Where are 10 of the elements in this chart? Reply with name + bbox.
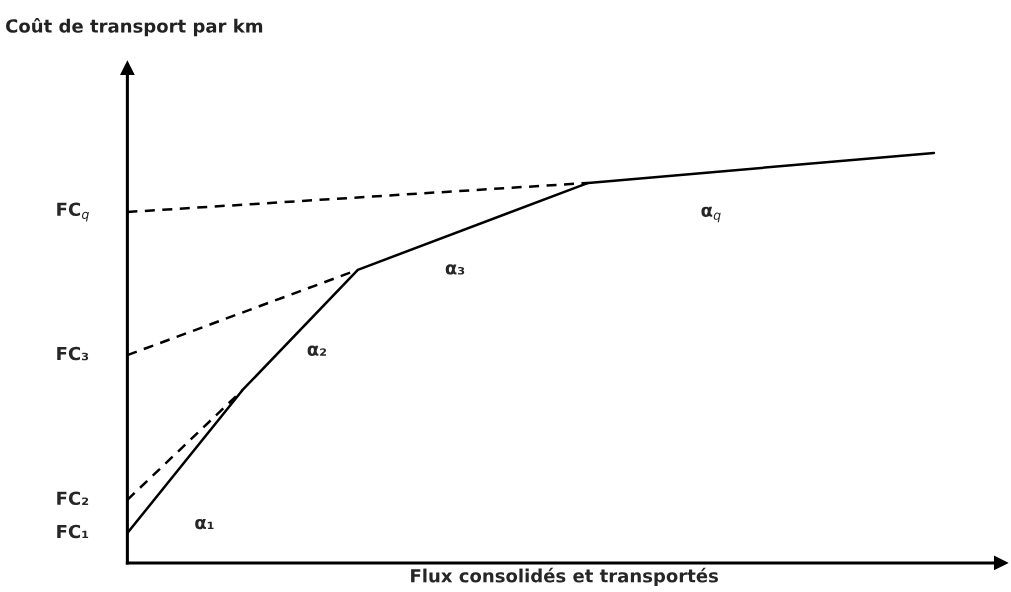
text: FC₁ (57, 524, 89, 539)
annotation: α₃ (445, 264, 465, 275)
annotation: α$_{q}$ (701, 206, 721, 223)
text: FC₂ (57, 491, 89, 506)
annotation: α₂ (307, 345, 327, 356)
chart-title: Coût de transport par km (6, 18, 263, 37)
text: FC$_{q}$ (57, 202, 89, 222)
text: FC₃ (57, 346, 89, 361)
annotation: α₁ (195, 518, 214, 530)
x-axis-title: Flux consolidés et transportés (411, 567, 718, 587)
